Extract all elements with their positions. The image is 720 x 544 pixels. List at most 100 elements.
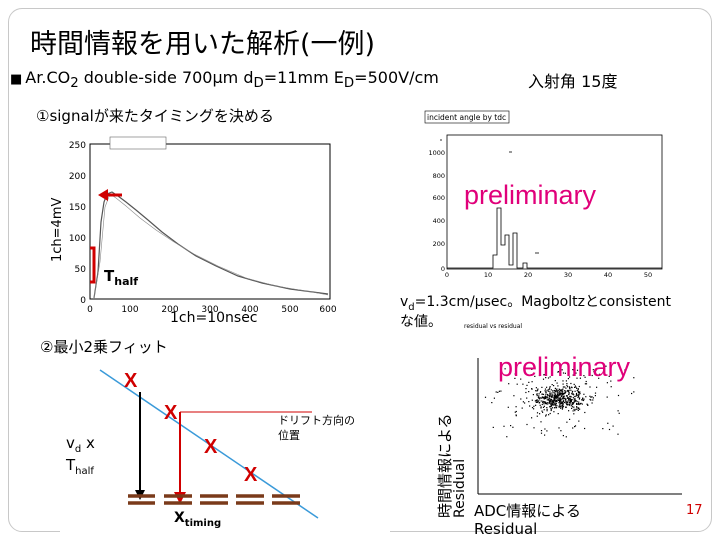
scatter-point	[543, 398, 545, 400]
scatter-point	[583, 375, 585, 377]
scatter-point	[559, 402, 561, 404]
scatter-point	[535, 404, 537, 406]
scatter-point	[545, 415, 547, 417]
scatter-point	[571, 402, 574, 404]
scatter-point	[566, 397, 568, 399]
scatter-point	[535, 399, 537, 402]
scatter-point	[547, 393, 549, 396]
scatter-point	[573, 408, 575, 410]
scatter-point	[551, 392, 553, 394]
scatter-point	[537, 396, 539, 398]
scatter-point	[573, 366, 575, 368]
scatter-point	[548, 402, 550, 404]
scatter-point	[551, 402, 553, 404]
scatter-point	[510, 425, 512, 427]
scatter-point	[555, 390, 557, 392]
scatter-point	[554, 395, 556, 397]
scatter-point	[576, 406, 578, 408]
scatter-point	[520, 378, 522, 380]
incident-angle-label: 入射角 15度	[528, 72, 618, 91]
scatter-point	[618, 412, 620, 414]
scatter-point	[543, 405, 545, 407]
scatter-point	[572, 403, 574, 405]
scatter-point	[554, 401, 556, 403]
scatter-point	[521, 407, 523, 409]
fit-diagram: X X X X vd x Thalf ドリフト方向の 位置 Xtiming	[60, 362, 390, 540]
scatter-point	[562, 396, 564, 398]
scatter-point	[549, 406, 551, 408]
scatter-point	[574, 398, 576, 400]
scatter-point	[577, 390, 579, 392]
scatter-point	[545, 391, 547, 393]
x-tick: 100	[121, 305, 138, 315]
scatter-point	[633, 377, 635, 379]
scatter-point	[535, 390, 537, 392]
scatter-point	[550, 393, 552, 395]
scatter-point	[575, 400, 577, 402]
scatter-point	[560, 401, 562, 403]
scatter-point	[524, 402, 526, 404]
x-tick: 600	[319, 305, 336, 315]
scatter-point	[559, 394, 561, 396]
scatter-point	[562, 406, 564, 408]
scatter-point	[570, 396, 572, 398]
scatter-point	[544, 390, 546, 392]
scatter-point	[548, 414, 550, 416]
scatter-point	[555, 403, 557, 405]
scatter-point	[577, 396, 579, 399]
scatter-point	[566, 395, 568, 397]
scatter-point	[549, 400, 551, 403]
scatter-point	[546, 386, 548, 388]
scatter-point	[508, 383, 510, 385]
scatter-point	[570, 399, 572, 402]
scatter-point	[557, 396, 559, 398]
scatter-point	[543, 403, 545, 405]
scatter-point	[543, 396, 545, 398]
scatter-point	[553, 392, 555, 394]
scatter-point	[537, 389, 539, 391]
scatter-point	[569, 387, 571, 389]
scatter-point	[570, 402, 572, 404]
scatter-point	[539, 391, 541, 393]
scatter-point	[577, 388, 579, 390]
scatter-point	[594, 395, 596, 397]
scatter-point	[556, 396, 558, 398]
scatter-point	[546, 430, 548, 432]
scatter-point	[557, 397, 559, 399]
scatter-point	[550, 401, 552, 403]
scatter-point	[567, 400, 569, 402]
scatter-point	[539, 397, 541, 399]
hit-marker: X	[204, 436, 218, 458]
x-tick: 0	[87, 305, 93, 315]
scatter-point	[545, 395, 547, 397]
scatter-point	[556, 395, 558, 397]
scatter-point	[610, 386, 612, 388]
scatter-point	[551, 400, 554, 402]
scatter-point	[554, 397, 556, 399]
scatter-point	[561, 408, 563, 410]
scatter-point	[558, 427, 560, 429]
scatter-point	[561, 398, 563, 400]
scatter-point	[578, 393, 580, 396]
scatter-point	[515, 406, 517, 408]
scatter-point	[578, 401, 580, 403]
scatter-point	[577, 409, 579, 411]
scatter-point	[543, 397, 545, 399]
scatter-point	[579, 377, 581, 379]
waveform-ylabel: 1ch=4mV	[50, 197, 65, 262]
y-tick: 250	[69, 141, 86, 151]
scatter-point	[579, 391, 581, 393]
hit-marker: X	[124, 370, 138, 392]
scatter-point	[584, 376, 586, 378]
scatter-point	[531, 388, 533, 390]
scatter-point	[606, 396, 608, 398]
step2-label: ②最小2乗フィット	[40, 338, 168, 356]
y-tick: 600	[433, 194, 445, 202]
scatter-point	[610, 380, 612, 382]
scatter-point	[531, 417, 533, 419]
scatter-point	[542, 402, 544, 404]
scatter-point	[548, 394, 550, 396]
scatter-point	[564, 397, 566, 399]
scatter-point	[571, 399, 573, 401]
scatter-point	[608, 428, 611, 431]
